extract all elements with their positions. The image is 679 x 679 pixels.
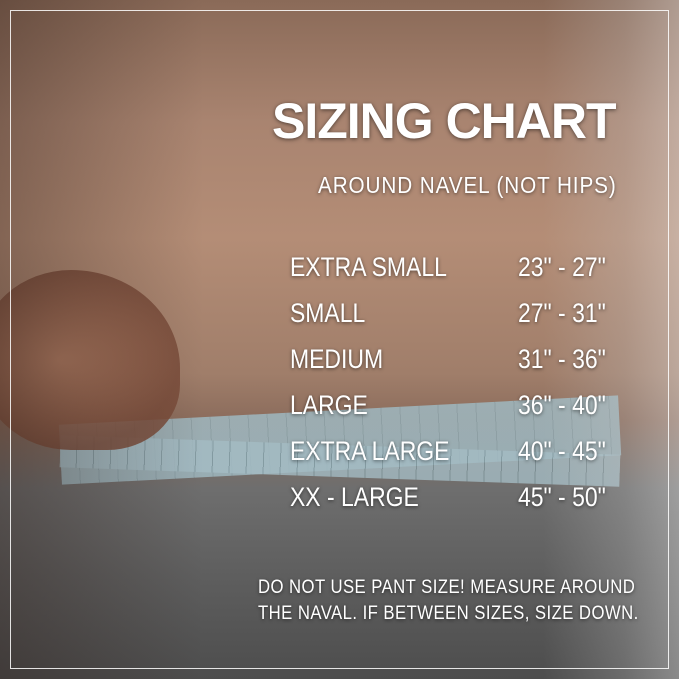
size-label: XX - LARGE xyxy=(290,482,419,512)
note-line-2: THE NAVAL. IF BETWEEN SIZES, SIZE DOWN. xyxy=(258,603,639,624)
size-label: MEDIUM xyxy=(290,344,384,374)
size-label: EXTRA LARGE xyxy=(290,436,450,466)
size-row: XX - LARGE 45" - 50" xyxy=(290,482,650,522)
size-row: MEDIUM 31" - 36" xyxy=(290,344,650,384)
border-frame xyxy=(10,10,669,669)
size-row: EXTRA LARGE 40" - 45" xyxy=(290,436,650,476)
note-line-1: DO NOT USE PANT SIZE! MEASURE AROUND xyxy=(258,577,636,598)
chart-subtitle: AROUND NAVEL (NOT HIPS) xyxy=(318,172,617,198)
size-range: 23" - 27" xyxy=(518,252,606,282)
size-row: EXTRA SMALL 23" - 27" xyxy=(290,252,650,292)
size-row: LARGE 36" - 40" xyxy=(290,390,650,430)
hand xyxy=(0,270,180,450)
size-row: SMALL 27" - 31" xyxy=(290,298,650,338)
size-range: 27" - 31" xyxy=(518,298,606,328)
size-range: 40" - 45" xyxy=(518,436,606,466)
size-range: 31" - 36" xyxy=(518,344,606,374)
size-range: 36" - 40" xyxy=(518,390,606,420)
chart-title: SIZING CHART xyxy=(272,93,617,149)
size-label: EXTRA SMALL xyxy=(290,252,447,282)
size-label: SMALL xyxy=(290,298,366,328)
size-range: 45" - 50" xyxy=(518,482,606,512)
sizing-note: DO NOT USE PANT SIZE! MEASURE AROUND THE… xyxy=(258,575,639,627)
size-label: LARGE xyxy=(290,390,368,420)
